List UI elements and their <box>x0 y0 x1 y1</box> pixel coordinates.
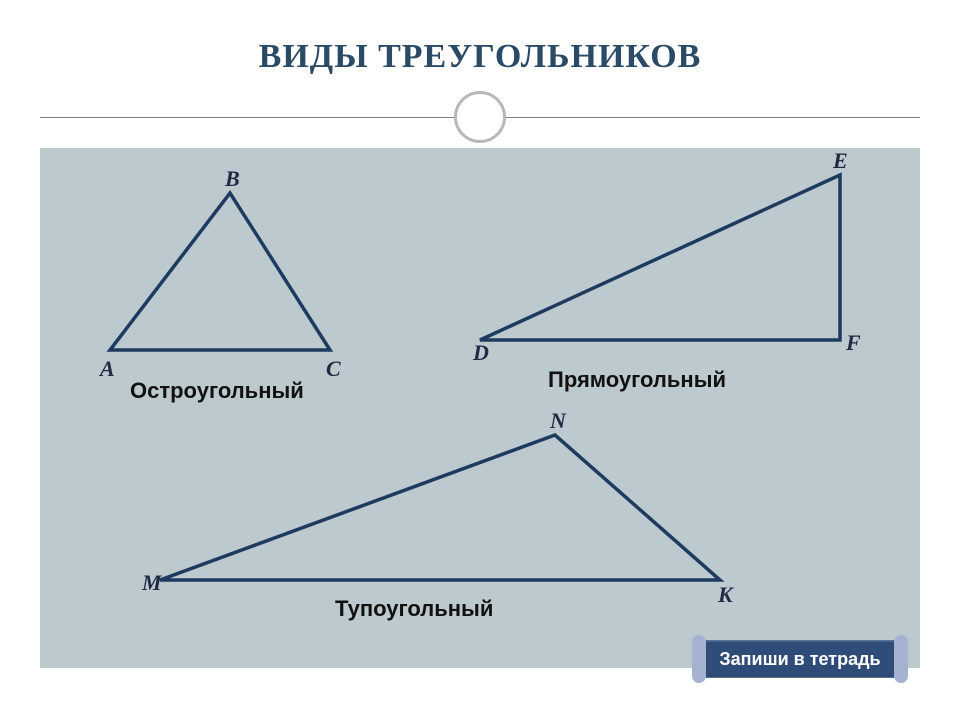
vertex-label-N: N <box>550 408 566 434</box>
vertex-label-C: C <box>326 356 341 382</box>
button-label: Запиши в тетрадь <box>719 649 880 670</box>
vertex-label-D: D <box>473 340 489 366</box>
title-ring-ornament <box>454 91 506 143</box>
content-background <box>40 148 920 668</box>
vertex-label-E: E <box>833 148 848 174</box>
slide-title: ВИДЫ ТРЕУГОЛЬНИКОВ <box>0 38 960 76</box>
vertex-label-F: F <box>846 330 861 356</box>
vertex-label-A: A <box>100 356 115 382</box>
vertex-label-M: M <box>142 570 162 596</box>
triangle-caption: Тупоугольный <box>335 596 493 622</box>
slide: ВИДЫ ТРЕУГОЛЬНИКОВ A B C Остроугольный D E F Пр… <box>0 0 960 720</box>
triangle-caption: Остроугольный <box>130 378 304 404</box>
triangle-caption: Прямоугольный <box>548 367 726 393</box>
write-in-notebook-button[interactable]: Запиши в тетрадь <box>700 640 900 678</box>
vertex-label-K: K <box>718 582 733 608</box>
vertex-label-B: B <box>225 166 240 192</box>
